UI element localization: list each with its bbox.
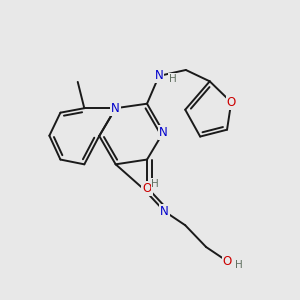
Text: O: O bbox=[222, 255, 232, 268]
Text: N: N bbox=[111, 102, 120, 115]
Text: H: H bbox=[169, 74, 177, 84]
Text: N: N bbox=[159, 126, 168, 139]
Text: N: N bbox=[160, 205, 169, 218]
Text: N: N bbox=[154, 69, 163, 82]
Text: H: H bbox=[235, 260, 243, 270]
Text: O: O bbox=[226, 96, 236, 109]
Text: H: H bbox=[152, 179, 159, 189]
Text: O: O bbox=[142, 182, 152, 195]
